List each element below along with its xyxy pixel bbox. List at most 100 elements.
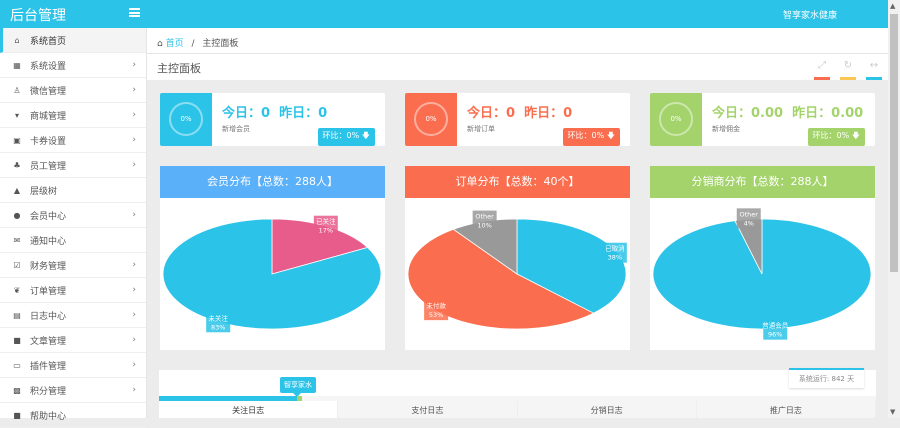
stat-label: 新增订单 (467, 125, 495, 133)
chart-title: 分销商分布【总数：288人】 (650, 166, 875, 198)
book-icon: ■ (13, 410, 21, 420)
sidebar-item-label: 层级树 (30, 186, 58, 197)
slice-percent: 83% (211, 323, 225, 331)
list-icon: ▤ (13, 310, 21, 320)
compare-badge: 环比：0% 🡇 (807, 128, 865, 146)
sidebar-item[interactable]: ▣ 卡券设置 › (0, 128, 146, 153)
sidebar-item[interactable]: ▭ 插件管理 › (0, 353, 146, 378)
stat-card: 0% 今日：0.00 昨日：0.00 新增佣金 环比：0% 🡇 (650, 93, 875, 146)
today-value: 今日：0.00 (712, 106, 784, 121)
tab-payment-log[interactable]: 支付日志 (338, 401, 518, 418)
log-panel: 系统运行: 842 天 智享家水 关注日志 支付日志 分销日志 推广日志 (159, 368, 876, 418)
stat-values: 今日：0 昨日：0 (467, 102, 572, 121)
compare-badge: 环比：0% 🡇 (562, 128, 620, 146)
sidebar-item-label: 财务管理 (30, 261, 67, 272)
today-value: 今日：0 (222, 106, 271, 121)
expand-width-icon[interactable]: ↔ (866, 60, 882, 80)
sidebar-item[interactable]: ● 会员中心 › (0, 203, 146, 228)
sidebar-item-label: 商城管理 (30, 111, 67, 122)
stat-card-icon-area: 0% (405, 93, 457, 146)
sidebar-item[interactable]: ✉ 通知中心 (0, 228, 146, 253)
scrollbar-thumb[interactable] (890, 14, 898, 272)
sidebar-item[interactable]: ▾ 商城管理 › (0, 103, 146, 128)
menu-toggle-icon[interactable] (129, 8, 140, 17)
chevron-right-icon: › (132, 210, 136, 220)
page-title: 主控面板 (157, 62, 201, 75)
breadcrumb-separator: / (191, 39, 195, 49)
slice-name: Other (740, 210, 759, 218)
sidebar-item[interactable]: ❦ 订单管理 › (0, 278, 146, 303)
chevron-right-icon: › (132, 360, 136, 370)
sidebar-item-label: 微信管理 (30, 86, 67, 97)
progress-ring: 0% (659, 102, 693, 136)
tab-promotion-log[interactable]: 推广日志 (697, 401, 876, 418)
linux-icon: ♙ (13, 85, 21, 95)
sidebar-item[interactable]: ♙ 微信管理 › (0, 78, 146, 103)
sidebar-item-label: 插件管理 (30, 361, 67, 372)
progress-tooltip: 智享家水 (280, 377, 316, 397)
home-icon: ⌂ (14, 35, 20, 45)
stat-card: 0% 今日：0 昨日：0 新增订单 环比：0% 🡇 (405, 93, 630, 146)
tab-follow-log[interactable]: 关注日志 (159, 401, 339, 418)
breadcrumb-current: 主控面板 (202, 39, 239, 49)
sidebar-item-label: 订单管理 (30, 286, 67, 297)
chevron-right-icon: › (132, 310, 136, 320)
book-icon: ■ (13, 335, 21, 345)
sidebar-item-label: 系统首页 (30, 36, 67, 47)
sidebar-item[interactable]: ▤ 日志中心 › (0, 303, 146, 328)
slice-percent: 53% (429, 311, 443, 319)
stat-card-icon-area: 0% (650, 93, 702, 146)
sidebar-item[interactable]: ■ 文章管理 › (0, 328, 146, 353)
chevron-right-icon: › (132, 285, 136, 295)
sidebar-item[interactable]: ▲ 层级树 (0, 178, 146, 203)
slice-name: 普通会员 (762, 321, 789, 330)
slice-name: 已关注 (316, 217, 336, 226)
sidebar-item-label: 帮助中心 (30, 411, 67, 422)
sidebar-item[interactable]: ☑ 财务管理 › (0, 253, 146, 278)
scrollbar[interactable]: ▲ ▼ (888, 0, 900, 418)
pie-chart-panel: 分销商分布【总数：288人】 普通会员 96% Other 4% (650, 166, 875, 350)
breadcrumb: ⌂ 首页 / 主控面板 (147, 28, 888, 54)
breadcrumb-home-link[interactable]: 首页 (165, 39, 184, 49)
chevron-right-icon: › (132, 335, 136, 345)
progress-ring: 0% (169, 102, 203, 136)
scroll-down-icon[interactable]: ▼ (890, 408, 896, 416)
progress-bar (159, 396, 876, 401)
chart-title: 订单分布【总数：40个】 (405, 166, 630, 198)
tab-distribution-log[interactable]: 分销日志 (518, 401, 697, 418)
slice-name: 未关注 (208, 313, 228, 322)
fullscreen-icon[interactable]: ⤢ (814, 60, 830, 80)
grid-icon: ▦ (13, 60, 21, 70)
sidebar-item[interactable]: ■ 帮助中心 (0, 403, 146, 428)
chevron-right-icon: › (132, 110, 136, 120)
scroll-up-icon[interactable]: ▲ (890, 2, 896, 10)
slice-percent: 10% (477, 222, 491, 230)
leaf-icon: ❦ (13, 285, 21, 295)
chart-title: 会员分布【总数：288人】 (160, 166, 385, 198)
sidebar-item-label: 员工管理 (30, 161, 67, 172)
sidebar-item[interactable]: ▦ 系统设置 › (0, 53, 146, 78)
slice-percent: 96% (768, 331, 782, 339)
progress-ring: 0% (414, 102, 448, 136)
sidebar-item-label: 积分管理 (30, 386, 67, 397)
sidebar-item[interactable]: ▩ 积分管理 › (0, 378, 146, 403)
sidebar-item[interactable]: ♣ 员工管理 › (0, 153, 146, 178)
compare-badge: 环比：0% 🡇 (317, 128, 375, 146)
chevron-right-icon: › (132, 135, 136, 145)
home-icon: ⌂ (157, 39, 163, 49)
slice-percent: 38% (608, 254, 622, 262)
sidebar-item[interactable]: ⌂ 系统首页 (0, 28, 146, 53)
refresh-icon[interactable]: ↻ (840, 60, 856, 80)
user-name[interactable]: 智享家水健康 (783, 11, 838, 21)
yesterday-value: 昨日：0.00 (792, 106, 864, 121)
pie-chart-panel: 订单分布【总数：40个】 已取消 38% 未付款 53% Other 10% (405, 166, 630, 350)
label-background (472, 210, 497, 231)
sidebar-item-label: 会员中心 (30, 211, 67, 222)
